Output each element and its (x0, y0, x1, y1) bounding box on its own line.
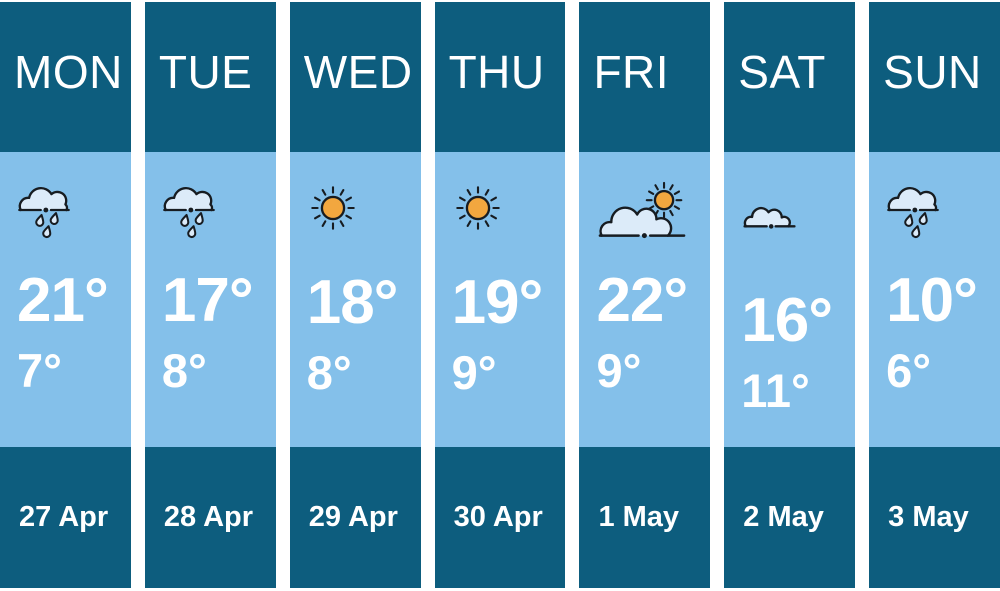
day-name: FRI (593, 45, 670, 98)
day-body: 21° 7° (0, 152, 131, 447)
low-temperature: 9° (596, 344, 642, 397)
day-date: 29 Apr (308, 501, 398, 533)
weather-icon-box (307, 182, 417, 256)
day-column: THU (434, 2, 566, 588)
day-column: SUN (869, 2, 1000, 588)
weather-icon-box (596, 180, 706, 254)
day-footer: 3 May (869, 447, 1000, 588)
day-body: 10° 6° (869, 152, 1000, 447)
weather-icon-box (452, 182, 562, 256)
day-header: WED (289, 2, 421, 152)
day-header: TUE (144, 2, 276, 152)
day-name: THU (448, 45, 545, 98)
sun-icon (455, 186, 500, 230)
day-header: THU (434, 2, 566, 152)
day-name: WED (303, 45, 413, 98)
day-name: TUE (158, 45, 253, 98)
day-column: FRI (579, 2, 711, 588)
low-temperature: 7° (17, 344, 62, 397)
low-temperature: 11° (741, 364, 810, 417)
low-temperature: 8° (306, 346, 352, 399)
day-body: 18° 8° (289, 152, 421, 447)
weather-icon-box (741, 200, 851, 274)
day-date: 1 May (598, 501, 680, 533)
low-temperature: 8° (161, 344, 207, 397)
weather-icon-box (162, 180, 272, 254)
day-body: 17° 8° (144, 152, 276, 447)
high-temperature: 18° (306, 268, 399, 337)
day-header: SUN (869, 2, 1000, 152)
day-name: MON (14, 45, 123, 98)
day-footer: 2 May (724, 447, 856, 588)
day-footer: 28 Apr (144, 447, 276, 588)
day-date: 28 Apr (163, 501, 254, 533)
sun-icon (310, 186, 355, 230)
day-header: MON (0, 2, 131, 152)
day-column: MON (0, 2, 131, 588)
high-temperature: 22° (596, 266, 688, 335)
high-temperature: 17° (161, 266, 254, 335)
day-date: 2 May (743, 501, 824, 533)
day-name: SAT (738, 45, 826, 98)
day-date: 3 May (888, 501, 969, 533)
weather-icon-box (17, 180, 127, 254)
low-temperature: 6° (886, 344, 932, 397)
day-body: 19° 9° (434, 152, 566, 447)
sun-behind-cloud-icon (599, 181, 686, 239)
high-temperature: 21° (17, 266, 109, 335)
day-footer: 27 Apr (0, 447, 131, 588)
cloud-icon (743, 206, 796, 229)
rain-icon (163, 186, 215, 239)
day-body: 22° 9° (579, 152, 711, 447)
day-footer: 30 Apr (434, 447, 566, 588)
rain-icon (887, 186, 939, 239)
day-column: WED (289, 2, 421, 588)
low-temperature: 9° (451, 346, 497, 399)
day-body: 16° 11° (724, 152, 856, 447)
weather-icon-box (886, 180, 996, 254)
high-temperature: 10° (886, 266, 978, 335)
day-name: SUN (883, 45, 982, 98)
day-date: 30 Apr (453, 501, 543, 533)
day-footer: 29 Apr (289, 447, 421, 588)
high-temperature: 19° (451, 268, 544, 337)
day-footer: 1 May (579, 447, 711, 588)
day-column: SAT (724, 2, 856, 588)
rain-icon (18, 186, 70, 239)
high-temperature: 16° (741, 286, 833, 355)
day-column: TUE (144, 2, 276, 588)
day-header: SAT (724, 2, 856, 152)
day-header: FRI (579, 2, 711, 152)
day-date: 27 Apr (19, 501, 109, 533)
